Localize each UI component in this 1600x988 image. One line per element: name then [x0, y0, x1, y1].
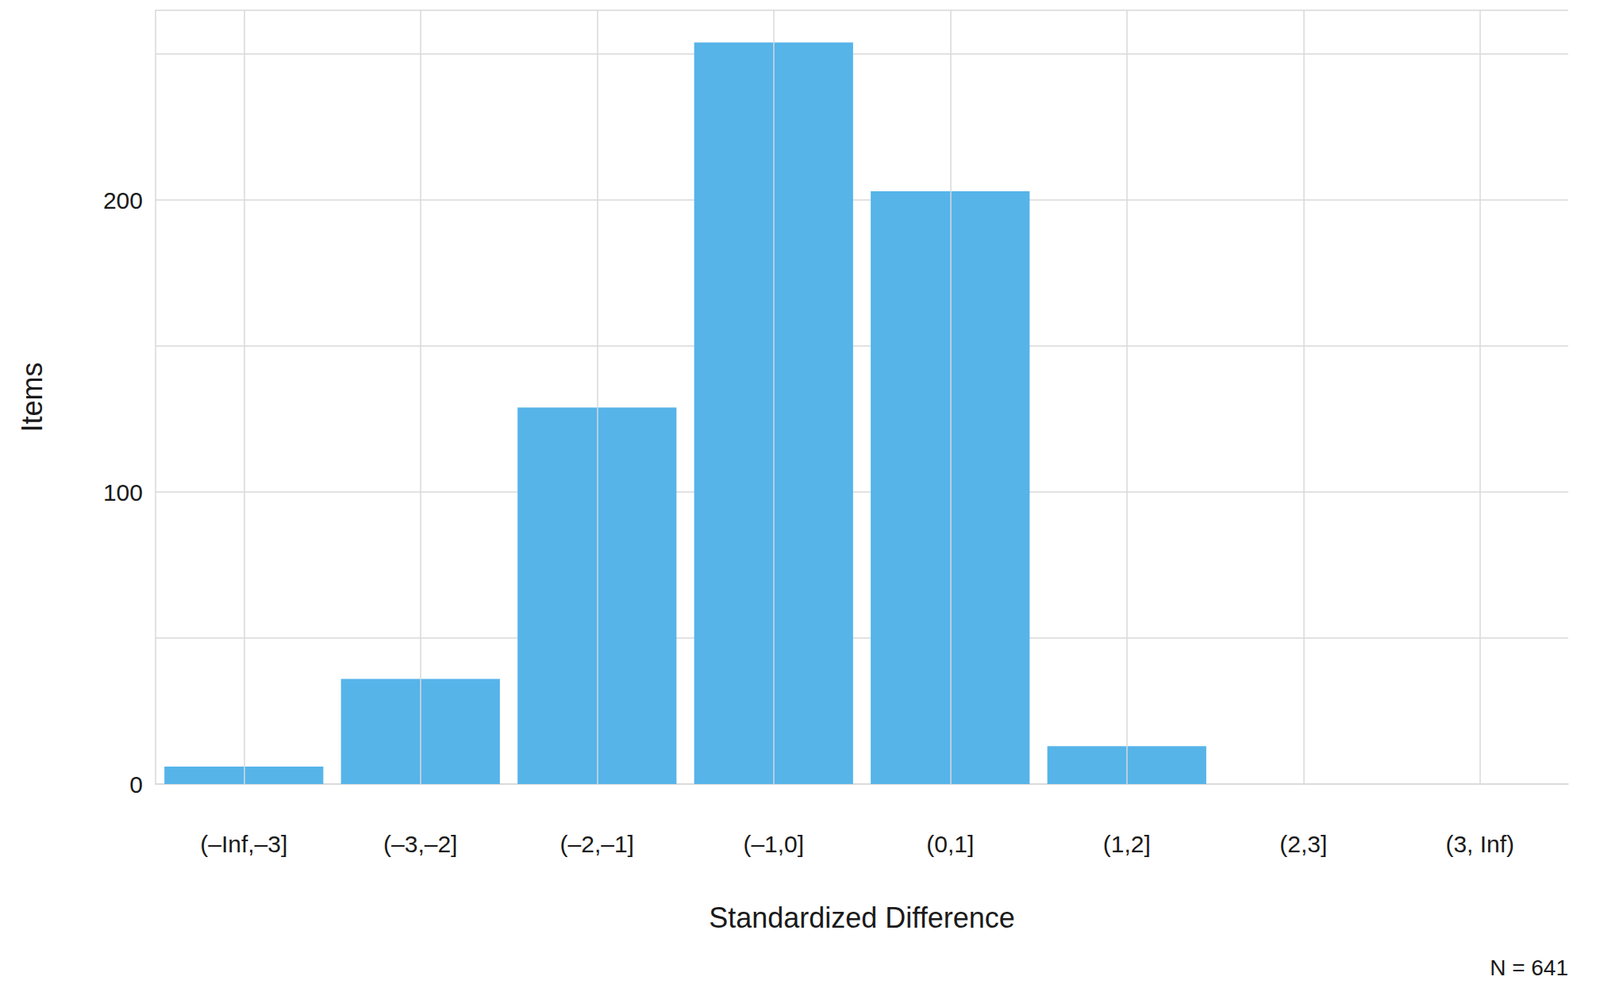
- svg-text:(2,3]: (2,3]: [1279, 830, 1327, 858]
- svg-text:0: 0: [129, 771, 143, 798]
- svg-text:(–Inf,–3]: (–Inf,–3]: [200, 830, 288, 858]
- svg-text:(–3,–2]: (–3,–2]: [383, 830, 458, 858]
- svg-text:100: 100: [103, 479, 143, 506]
- svg-text:Standardized Difference: Standardized Difference: [708, 901, 1016, 935]
- svg-text:(–2,–1]: (–2,–1]: [560, 830, 635, 858]
- svg-text:(0,1]: (0,1]: [926, 830, 974, 858]
- svg-text:200: 200: [103, 187, 143, 214]
- svg-text:(1,2]: (1,2]: [1103, 830, 1151, 858]
- svg-text:(–1,0]: (–1,0]: [742, 830, 804, 858]
- svg-text:N = 641: N = 641: [1489, 955, 1569, 981]
- svg-text:(3, Inf): (3, Inf): [1445, 830, 1515, 858]
- svg-text:Items: Items: [15, 361, 49, 432]
